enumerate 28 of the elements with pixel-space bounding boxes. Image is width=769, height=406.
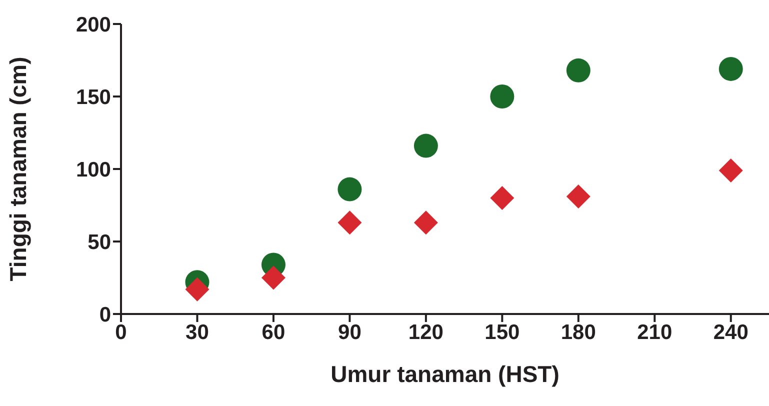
y-tick-label: 0	[99, 303, 111, 326]
x-tick-label: 30	[186, 320, 209, 344]
point	[490, 186, 514, 210]
y-axis-title: Tinggi tanaman (cm)	[5, 56, 32, 282]
x-axis-title: Umur tanaman (HST)	[330, 361, 560, 387]
point	[718, 158, 743, 182]
y-tick-label: 200	[76, 13, 111, 36]
point	[338, 177, 362, 202]
y-tick-label: 50	[88, 230, 111, 254]
x-tick-label: 90	[338, 320, 362, 344]
x-tick-label: 150	[484, 320, 520, 344]
point	[414, 134, 438, 158]
point	[261, 266, 286, 290]
point	[718, 56, 743, 81]
y-tick-label: 100	[76, 158, 111, 182]
point	[566, 184, 590, 209]
x-tick-label: 240	[713, 320, 748, 344]
x-tick-label: 180	[560, 320, 596, 344]
x-tick-label: 210	[637, 320, 672, 344]
point	[338, 210, 362, 235]
x-tick-label: 60	[262, 320, 286, 344]
x-tick-label: 0	[115, 320, 127, 344]
point	[414, 210, 438, 235]
y-tick-label: 150	[76, 86, 111, 109]
point	[185, 277, 210, 302]
point	[490, 84, 514, 108]
point	[566, 58, 590, 82]
x-tick-label: 120	[408, 320, 444, 344]
